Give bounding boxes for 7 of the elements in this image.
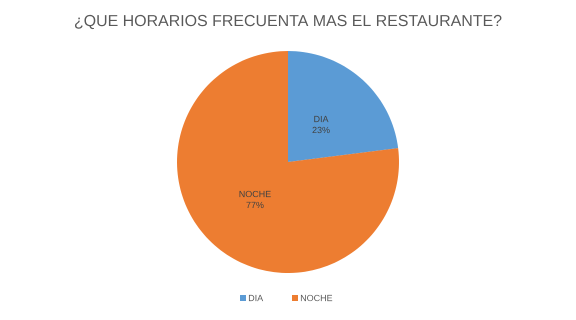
data-label: 77%	[246, 202, 264, 208]
legend-label: NOCHE	[300, 294, 332, 302]
legend-label: DIA	[248, 294, 264, 302]
data-label: 23%	[312, 126, 330, 134]
slice-label: NOCHE	[240, 190, 271, 198]
chart-title: ¿QUE HORARIOS FRECUENTA MAS EL RESTAURANTE?	[74, 14, 502, 30]
slice-label: DIA	[314, 116, 328, 122]
